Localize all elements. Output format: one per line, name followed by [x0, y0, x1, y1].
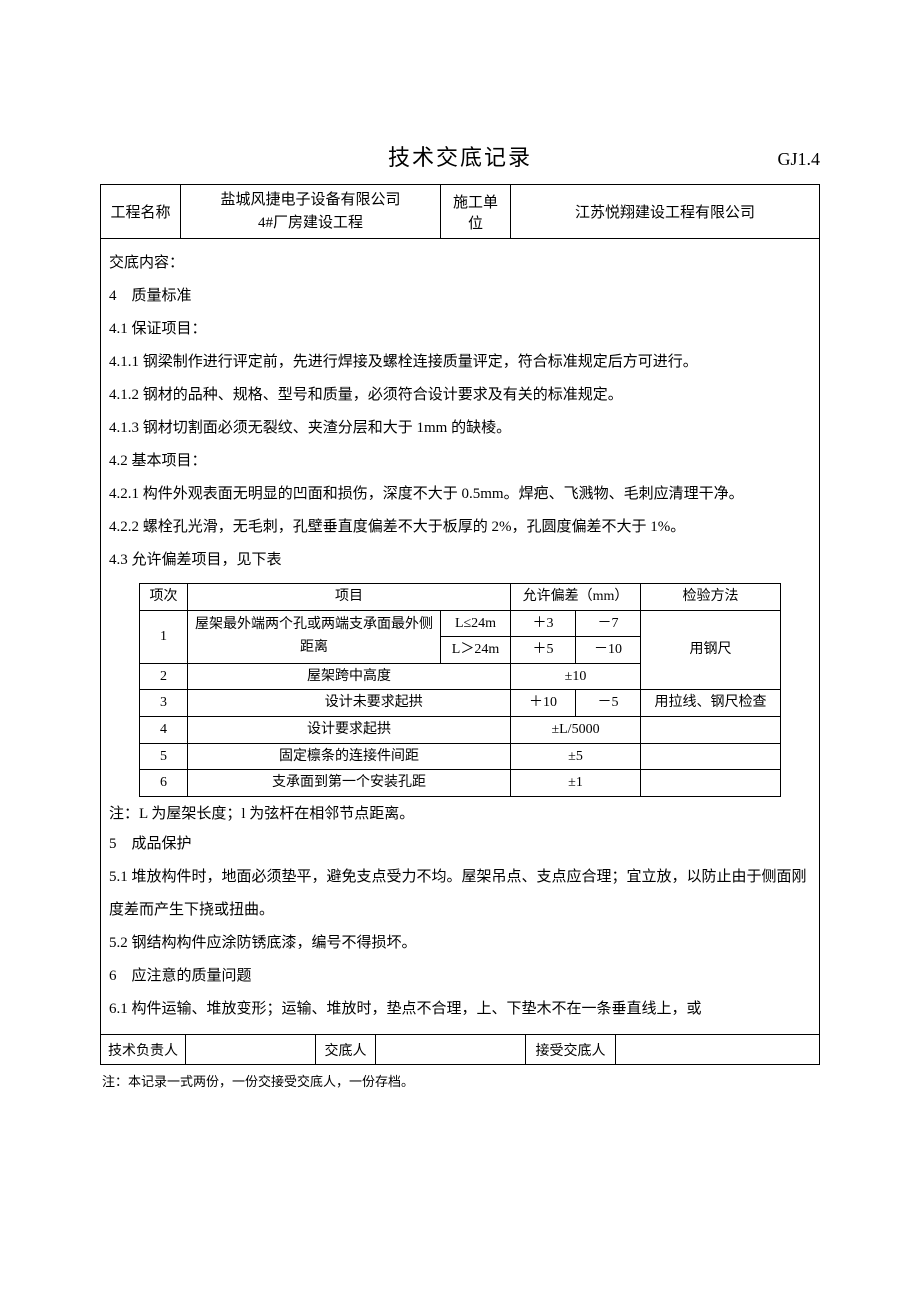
receive-label: 接受交底人 — [526, 1035, 616, 1065]
disclose-value — [376, 1035, 526, 1065]
table-row: 5 固定檩条的连接件间距 ±5 — [140, 743, 781, 770]
footer-table: 技术负责人 交底人 接受交底人 — [100, 1035, 820, 1066]
col-item: 项目 — [188, 584, 511, 611]
cell-item: 固定檩条的连接件间距 — [188, 743, 511, 770]
tech-lead-value — [186, 1035, 316, 1065]
col-tol: 允许偏差（mm） — [511, 584, 641, 611]
content-heading: 交底内容： — [109, 247, 811, 280]
project-value: 盐城风捷电子设备有限公司 4#厂房建设工程 — [181, 185, 441, 239]
cell-no: 3 — [140, 690, 188, 717]
table-note: 注：L 为屋架长度；l 为弦杆在相邻节点距离。 — [109, 801, 811, 828]
content-line: 5.1 堆放构件时，地面必须垫平，避免支点受力不均。屋架吊点、支点应合理；宜立放… — [109, 861, 811, 927]
cell-tol: －10 — [576, 637, 641, 664]
table-row: 1 屋架最外端两个孔或两端支承面最外侧距离 L≤24m ＋3 －7 用钢尺 — [140, 610, 781, 637]
cell-method — [641, 770, 781, 797]
cell-sub: L＞24m — [441, 637, 511, 664]
cell-method: 用拉线、钢尺检查 — [641, 690, 781, 717]
receive-value — [616, 1035, 820, 1065]
table-row: 6 支承面到第一个安装孔距 ±1 — [140, 770, 781, 797]
cell-tol: ±10 — [511, 663, 641, 690]
cell-tol: ＋3 — [511, 610, 576, 637]
table-header-row: 项次 项目 允许偏差（mm） 检验方法 — [140, 584, 781, 611]
col-no: 项次 — [140, 584, 188, 611]
cell-method — [641, 743, 781, 770]
content-line: 5 成品保护 — [109, 828, 811, 861]
tech-lead-label: 技术负责人 — [101, 1035, 186, 1065]
content-line: 4.1.3 钢材切割面必须无裂纹、夹渣分层和大于 1mm 的缺棱。 — [109, 412, 811, 445]
footer-note: 注：本记录一式两份，一份交接受交底人，一份存档。 — [100, 1065, 820, 1096]
cell-tol: ＋5 — [511, 637, 576, 664]
cell-item: 支承面到第一个安装孔距 — [188, 770, 511, 797]
cell-sub: L≤24m — [441, 610, 511, 637]
content-line: 4.1.2 钢材的品种、规格、型号和质量，必须符合设计要求及有关的标准规定。 — [109, 379, 811, 412]
table-row: 3 设计未要求起拱 ＋10 －5 用拉线、钢尺检查 — [140, 690, 781, 717]
cell-blank — [188, 690, 238, 717]
content-line: 6.1 构件运输、堆放变形；运输、堆放时，垫点不合理，上、下垫木不在一条垂直线上… — [109, 993, 811, 1026]
cell-item: 屋架最外端两个孔或两端支承面最外侧距离 — [188, 610, 441, 663]
cell-no: 5 — [140, 743, 188, 770]
content-line: 4.2.1 构件外观表面无明显的凹面和损伤，深度不大于 0.5mm。焊疤、飞溅物… — [109, 478, 811, 511]
cell-tol: ±1 — [511, 770, 641, 797]
cell-method: 用钢尺 — [641, 610, 781, 690]
tolerance-table-wrap: 项次 项目 允许偏差（mm） 检验方法 1 屋架最外端两个孔或两端支承面最外侧距… — [139, 583, 781, 797]
content-line: 4.1.1 钢梁制作进行评定前，先进行焊接及螺栓连接质量评定，符合标准规定后方可… — [109, 346, 811, 379]
disclose-label: 交底人 — [316, 1035, 376, 1065]
cell-tol: －7 — [576, 610, 641, 637]
cell-item: 屋架跨中高度 — [188, 663, 511, 690]
tolerance-table: 项次 项目 允许偏差（mm） 检验方法 1 屋架最外端两个孔或两端支承面最外侧距… — [139, 583, 781, 797]
title-row: 技术交底记录 GJ1.4 — [100, 140, 820, 172]
cell-no: 1 — [140, 610, 188, 663]
content-line: 6 应注意的质量问题 — [109, 960, 811, 993]
cell-tol: ±5 — [511, 743, 641, 770]
content-line: 4.2 基本项目： — [109, 445, 811, 478]
cell-no: 4 — [140, 716, 188, 743]
table-row: 4 设计要求起拱 ±L/5000 — [140, 716, 781, 743]
project-label: 工程名称 — [101, 185, 181, 239]
cell-method — [641, 716, 781, 743]
cell-item: 设计未要求起拱 — [238, 690, 511, 717]
cell-tol: ＋10 — [511, 690, 576, 717]
content-line: 5.2 钢结构构件应涂防锈底漆，编号不得损坏。 — [109, 927, 811, 960]
doc-code: GJ1.4 — [740, 149, 820, 170]
cell-item: 设计要求起拱 — [188, 716, 511, 743]
content-line: 4.3 允许偏差项目，见下表 — [109, 544, 811, 577]
col-method: 检验方法 — [641, 584, 781, 611]
content-line: 4.1 保证项目： — [109, 313, 811, 346]
cell-tol: ±L/5000 — [511, 716, 641, 743]
unit-value: 江苏悦翔建设工程有限公司 — [511, 185, 820, 239]
content-line: 4.2.2 螺栓孔光滑，无毛刺，孔壁垂直度偏差不大于板厚的 2%，孔圆度偏差不大… — [109, 511, 811, 544]
content-line: 4 质量标准 — [109, 280, 811, 313]
cell-no: 6 — [140, 770, 188, 797]
header-table: 工程名称 盐城风捷电子设备有限公司 4#厂房建设工程 施工单位 江苏悦翔建设工程… — [100, 184, 820, 1035]
cell-tol: －5 — [576, 690, 641, 717]
cell-no: 2 — [140, 663, 188, 690]
doc-title: 技术交底记录 — [180, 140, 740, 172]
unit-label: 施工单位 — [441, 185, 511, 239]
content-cell: 交底内容： 4 质量标准 4.1 保证项目： 4.1.1 钢梁制作进行评定前，先… — [101, 239, 820, 1035]
